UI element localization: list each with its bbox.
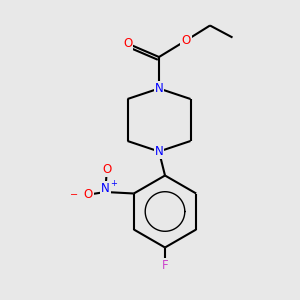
Text: +: + [110,178,117,188]
Text: N: N [154,145,164,158]
Text: F: F [162,259,168,272]
Text: N: N [101,182,110,195]
Text: O: O [84,188,93,202]
Text: −: − [70,190,79,200]
Text: O: O [123,37,132,50]
Text: O: O [102,163,111,176]
Text: N: N [154,82,164,95]
Text: O: O [182,34,190,47]
